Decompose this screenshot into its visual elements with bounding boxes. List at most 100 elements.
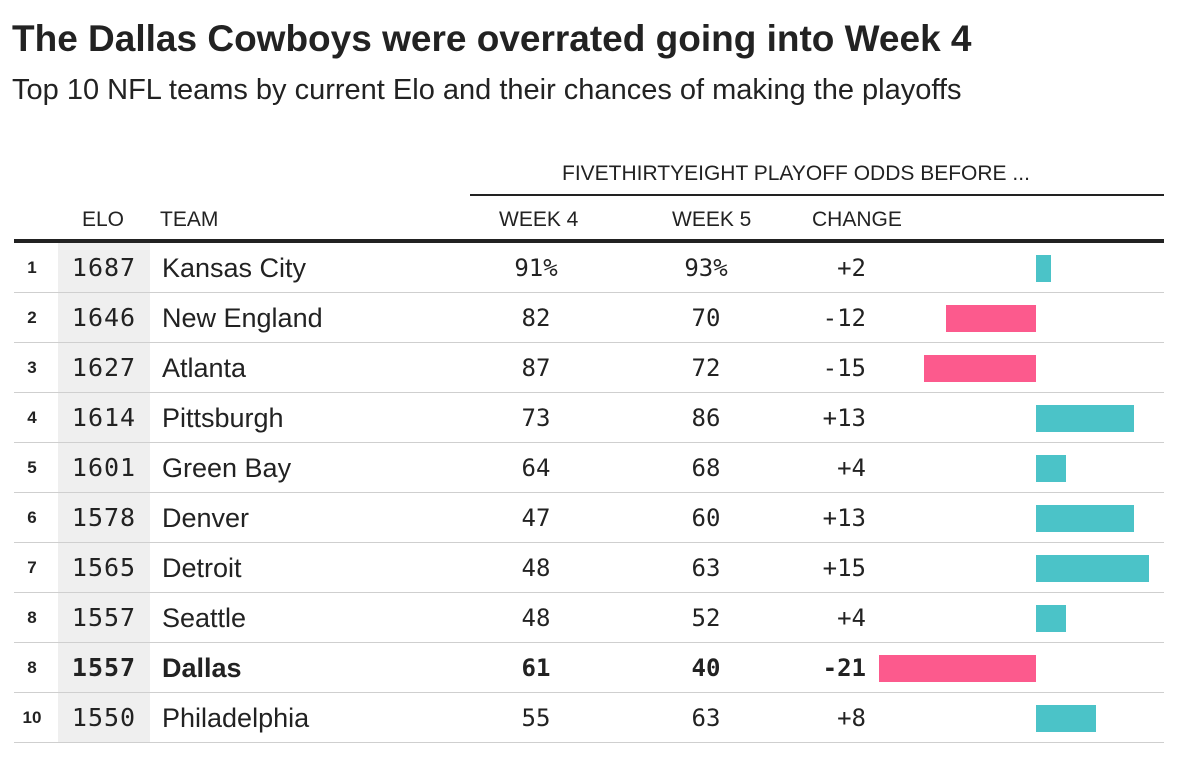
elo-cell: 1550	[71, 703, 137, 732]
row-divider	[14, 342, 1164, 343]
chart-title: The Dallas Cowboys were overrated going …	[12, 18, 972, 59]
row-divider	[14, 592, 1164, 593]
rank-cell: 8	[27, 608, 37, 627]
table-row: 8 1557 Seattle 48 52 +4	[14, 593, 1164, 643]
rank-cell: 6	[27, 508, 37, 527]
change-bar-negative	[878, 655, 1036, 682]
row-divider	[14, 742, 1164, 743]
change-cell: -15	[822, 354, 866, 382]
team-cell: Green Bay	[162, 453, 292, 483]
table-row: 5 1601 Green Bay 64 68 +4	[14, 443, 1164, 493]
elo-cell: 1614	[71, 403, 137, 432]
change-cell: -21	[822, 654, 866, 682]
rank-cell: 4	[27, 408, 37, 427]
team-cell: Atlanta	[162, 353, 247, 383]
week5-odds-cell: 70	[691, 304, 721, 332]
playoff-odds-group-header: FIVETHIRTYEIGHT PLAYOFF ODDS BEFORE ...	[470, 160, 1164, 196]
row-divider	[14, 392, 1164, 393]
elo-cell: 1646	[71, 303, 137, 332]
rank-cell: 2	[27, 308, 37, 327]
change-bar-positive	[1036, 705, 1096, 732]
elo-cell: 1565	[71, 553, 137, 582]
table-row: 10 1550 Philadelphia 55 63 +8	[14, 693, 1164, 743]
team-cell: Denver	[162, 503, 250, 533]
change-bar-positive	[1036, 405, 1134, 432]
change-bar-negative	[946, 305, 1036, 332]
week5-odds-cell: 93%	[684, 254, 728, 282]
row-divider	[14, 442, 1164, 443]
change-cell: +2	[837, 254, 866, 282]
table-row: 2 1646 New England 82 70 -12	[14, 293, 1164, 343]
row-divider	[14, 542, 1164, 543]
rank-cell: 3	[27, 358, 37, 377]
change-cell: +4	[837, 604, 866, 632]
week4-odds-cell: 87	[521, 354, 551, 382]
change-bar-positive	[1036, 605, 1066, 632]
week4-odds-cell: 91%	[514, 254, 558, 282]
week4-odds-cell: 64	[521, 454, 551, 482]
row-divider	[14, 692, 1164, 693]
change-bar-positive	[1036, 255, 1051, 282]
change-bar-positive	[1036, 505, 1134, 532]
change-cell: +13	[822, 504, 866, 532]
table-row: 4 1614 Pittsburgh 73 86 +13	[14, 393, 1164, 443]
elo-cell: 1578	[71, 503, 137, 532]
week4-odds-cell: 61	[521, 654, 551, 682]
row-divider	[14, 642, 1164, 643]
rank-cell: 10	[22, 708, 42, 727]
change-cell: +15	[822, 554, 866, 582]
week5-odds-cell: 72	[691, 354, 721, 382]
table-row: 7 1565 Detroit 48 63 +15	[14, 543, 1164, 593]
week5-odds-cell: 63	[691, 704, 721, 732]
elo-cell: 1557	[71, 603, 137, 632]
week4-odds-cell: 48	[521, 554, 551, 582]
row-divider	[14, 492, 1164, 493]
table-row: 1 1687 Kansas City 91% 93% +2	[14, 243, 1164, 293]
change-bar-positive	[1036, 455, 1066, 482]
change-cell: -12	[822, 304, 866, 332]
week4-odds-cell: 73	[521, 404, 551, 432]
table-row: 6 1578 Denver 47 60 +13	[14, 493, 1164, 543]
elo-cell: 1557	[71, 653, 137, 682]
column-header-change: CHANGE	[812, 208, 902, 231]
week5-odds-cell: 52	[691, 604, 721, 632]
week4-odds-cell: 82	[521, 304, 551, 332]
week4-odds-cell: 55	[521, 704, 551, 732]
change-cell: +13	[822, 404, 866, 432]
header-rule	[14, 239, 1164, 243]
table-row: 8 1557 Dallas 61 40 -21	[14, 643, 1164, 693]
elo-cell: 1601	[71, 453, 137, 482]
change-cell: +4	[837, 454, 866, 482]
change-cell: +8	[837, 704, 866, 732]
week5-odds-cell: 63	[691, 554, 721, 582]
team-cell: Dallas	[162, 653, 242, 683]
team-cell: Philadelphia	[162, 703, 310, 733]
column-header-week4: WEEK 4	[499, 208, 579, 231]
change-bar-negative	[923, 355, 1036, 382]
change-bar-positive	[1036, 555, 1149, 582]
week5-odds-cell: 40	[691, 654, 721, 682]
rank-cell: 8	[27, 658, 37, 677]
team-cell: New England	[162, 303, 323, 333]
table-row: 3 1627 Atlanta 87 72 -15	[14, 343, 1164, 393]
team-cell: Kansas City	[162, 253, 307, 283]
elo-cell: 1687	[71, 253, 137, 282]
team-cell: Pittsburgh	[162, 403, 284, 433]
week5-odds-cell: 60	[691, 504, 721, 532]
column-header-week5: WEEK 5	[672, 208, 752, 231]
week4-odds-cell: 48	[521, 604, 551, 632]
group-header-label: FIVETHIRTYEIGHT PLAYOFF ODDS BEFORE ...	[562, 162, 1030, 185]
week5-odds-cell: 86	[691, 404, 721, 432]
team-cell: Seattle	[162, 603, 247, 633]
week5-odds-cell: 68	[691, 454, 721, 482]
chart-subtitle: Top 10 NFL teams by current Elo and thei…	[12, 74, 962, 106]
rank-cell: 5	[27, 458, 37, 477]
week4-odds-cell: 47	[521, 504, 551, 532]
elo-cell: 1627	[71, 353, 137, 382]
column-header-team: TEAM	[160, 208, 219, 231]
team-cell: Detroit	[162, 553, 242, 583]
rank-cell: 7	[27, 558, 37, 577]
row-divider	[14, 292, 1164, 293]
column-header-elo: ELO	[82, 208, 125, 231]
rank-cell: 1	[27, 258, 37, 277]
